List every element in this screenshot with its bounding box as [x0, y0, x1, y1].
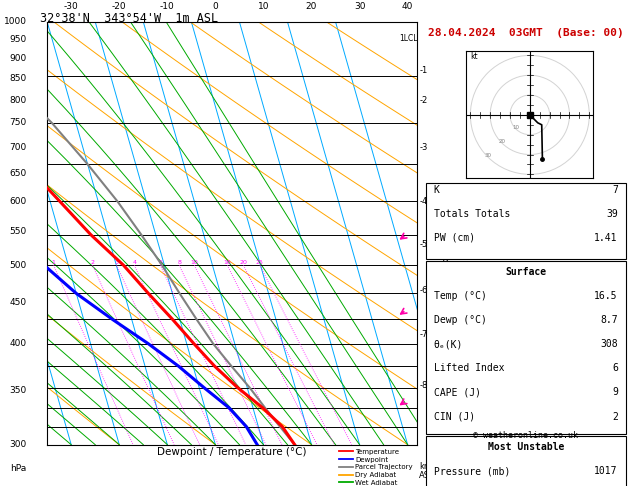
Text: 2: 2	[612, 412, 618, 421]
Text: 1017: 1017	[594, 466, 618, 476]
Text: 1000: 1000	[4, 17, 27, 26]
Text: 500: 500	[9, 261, 27, 270]
Text: -30: -30	[64, 2, 79, 11]
Text: -5: -5	[419, 241, 427, 249]
Text: 28.04.2024  03GMT  (Base: 00): 28.04.2024 03GMT (Base: 00)	[428, 28, 624, 38]
Text: hPa: hPa	[11, 464, 27, 473]
Text: θₑ(K): θₑ(K)	[434, 339, 463, 349]
Bar	[426, 183, 626, 259]
Text: Most Unstable: Most Unstable	[487, 442, 564, 452]
Text: 20: 20	[306, 2, 317, 11]
Text: K: K	[434, 185, 440, 195]
Bar	[426, 261, 626, 434]
Text: Totals Totals: Totals Totals	[434, 209, 510, 219]
Text: 900: 900	[9, 54, 27, 63]
Text: 6: 6	[612, 364, 618, 373]
Text: Lifted Index: Lifted Index	[434, 364, 504, 373]
Text: 39: 39	[606, 209, 618, 219]
Text: 16: 16	[223, 260, 231, 265]
Text: 20: 20	[240, 260, 247, 265]
Text: 16.5: 16.5	[594, 291, 618, 301]
Text: 1: 1	[52, 260, 55, 265]
Text: 4: 4	[132, 260, 136, 265]
Text: 8.7: 8.7	[600, 315, 618, 325]
Text: 25: 25	[256, 260, 264, 265]
Text: 850: 850	[9, 74, 27, 84]
Text: -20: -20	[112, 2, 126, 11]
Text: 32°38'N  343°54'W  1m ASL: 32°38'N 343°54'W 1m ASL	[40, 12, 218, 25]
Legend: Temperature, Dewpoint, Parcel Trajectory, Dry Adiabat, Wet Adiabat, Isotherm, Mi: Temperature, Dewpoint, Parcel Trajectory…	[338, 448, 414, 486]
Text: 6: 6	[159, 260, 162, 265]
Bar	[426, 436, 626, 486]
Text: 300: 300	[9, 440, 27, 449]
Text: 650: 650	[9, 169, 27, 178]
Text: 800: 800	[9, 96, 27, 105]
Text: -7: -7	[419, 330, 428, 340]
Text: 0: 0	[213, 2, 218, 11]
Text: CAPE (J): CAPE (J)	[434, 387, 481, 398]
Text: 308: 308	[600, 339, 618, 349]
Text: km
ASL: km ASL	[419, 462, 435, 480]
Text: Pressure (mb): Pressure (mb)	[434, 466, 510, 476]
Text: 600: 600	[9, 197, 27, 206]
Text: 10: 10	[191, 260, 198, 265]
Text: Dewp (°C): Dewp (°C)	[434, 315, 487, 325]
Text: CIN (J): CIN (J)	[434, 412, 475, 421]
Text: 950: 950	[9, 35, 27, 44]
Text: -8: -8	[419, 381, 428, 390]
Text: -1: -1	[419, 66, 427, 75]
Text: Temp (°C): Temp (°C)	[434, 291, 487, 301]
Text: 750: 750	[9, 119, 27, 127]
Text: 7: 7	[612, 185, 618, 195]
Text: 350: 350	[9, 386, 27, 395]
Text: PW (cm): PW (cm)	[434, 233, 475, 243]
X-axis label: Dewpoint / Temperature (°C): Dewpoint / Temperature (°C)	[157, 448, 307, 457]
Text: 2: 2	[91, 260, 94, 265]
Text: -3: -3	[419, 142, 428, 152]
Text: 10: 10	[258, 2, 269, 11]
Text: 550: 550	[9, 227, 27, 236]
Text: © weatheronline.co.uk: © weatheronline.co.uk	[474, 432, 578, 440]
Text: 40: 40	[402, 2, 413, 11]
Text: 1.41: 1.41	[594, 233, 618, 243]
Text: 1LCL: 1LCL	[399, 34, 417, 43]
Text: 9: 9	[612, 387, 618, 398]
Text: 400: 400	[9, 339, 27, 348]
Text: 700: 700	[9, 142, 27, 152]
Text: -4: -4	[419, 197, 427, 206]
Text: Surface: Surface	[505, 267, 547, 277]
Text: -6: -6	[419, 286, 428, 295]
Text: 30: 30	[354, 2, 365, 11]
Text: 8: 8	[177, 260, 181, 265]
Text: -2: -2	[419, 96, 427, 105]
Text: 450: 450	[9, 298, 27, 307]
Text: 3: 3	[114, 260, 119, 265]
Text: -10: -10	[160, 2, 175, 11]
Text: Mixing Ratio (g/kg): Mixing Ratio (g/kg)	[442, 193, 452, 273]
